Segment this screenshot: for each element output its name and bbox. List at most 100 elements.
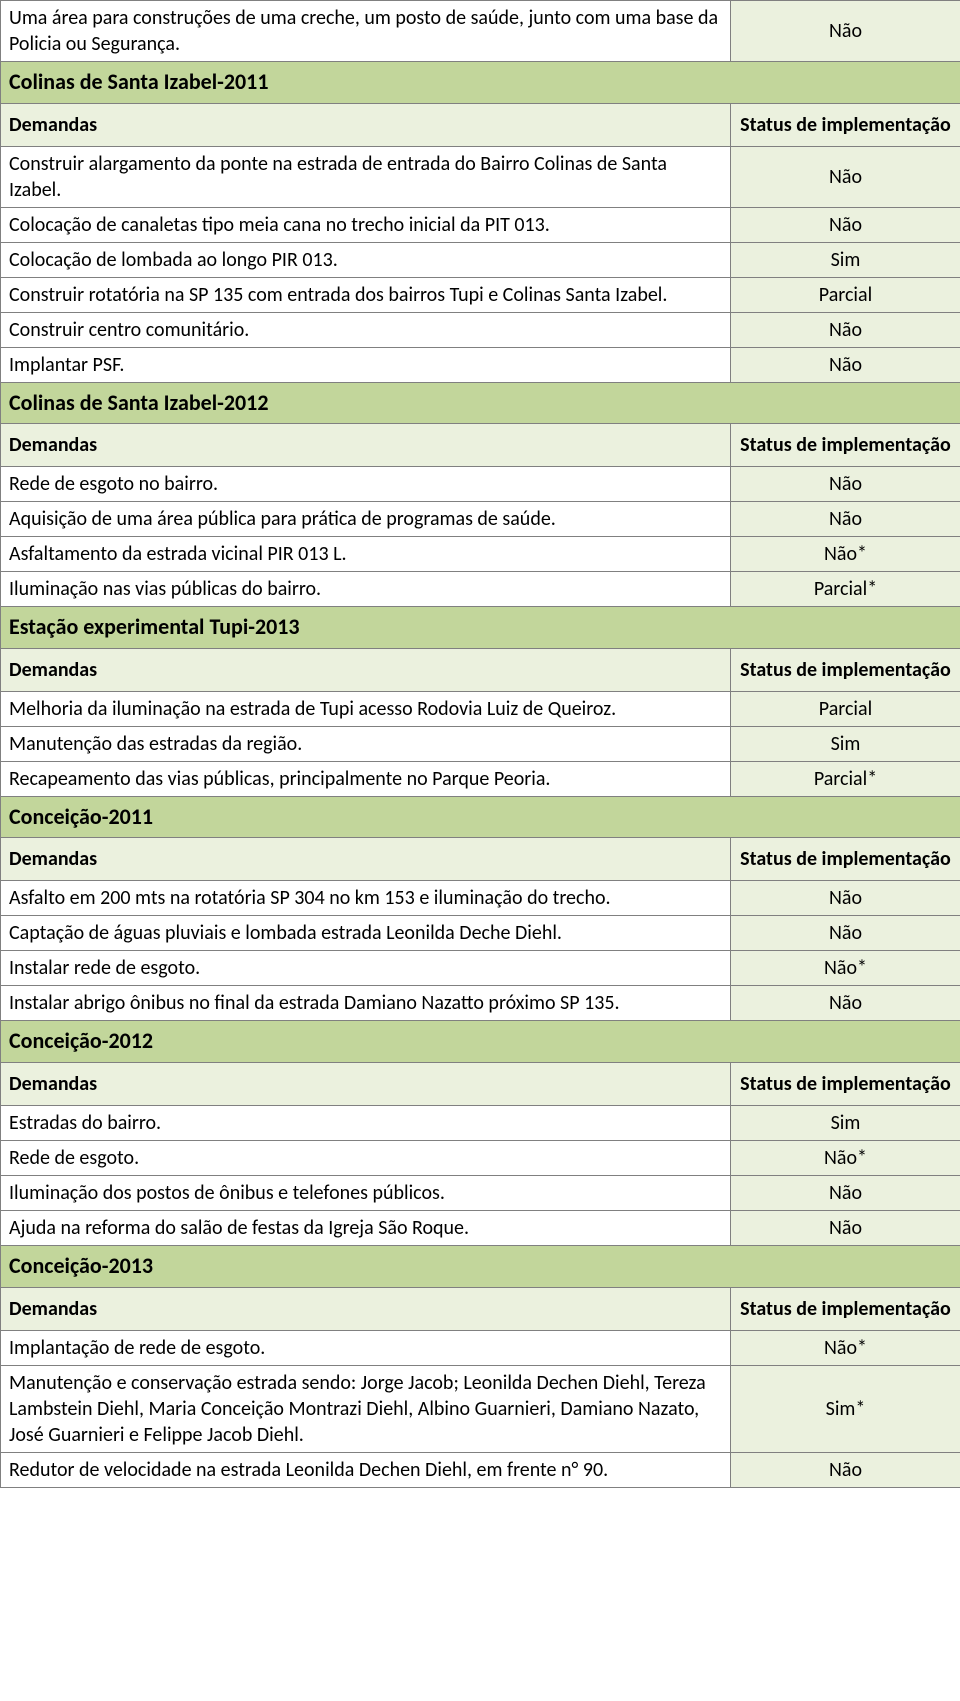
demandas-label: Demandas [1, 103, 731, 146]
demand-text: Rede de esgoto no bairro. [1, 467, 731, 502]
section-header: Conceição-2012 [1, 1021, 960, 1063]
table-row: Implantação de rede de esgoto.Não* [1, 1330, 960, 1365]
demand-text: Recapeamento das vias públicas, principa… [1, 761, 731, 796]
demand-text: Implantar PSF. [1, 347, 731, 382]
demand-text: Asfaltamento da estrada vicinal PIR 013 … [1, 537, 731, 572]
demand-text: Rede de esgoto. [1, 1140, 731, 1175]
table-row: Construir rotatória na SP 135 com entrad… [1, 277, 960, 312]
demands-table: Uma área para construções de uma creche,… [0, 0, 960, 1488]
section-title: Colinas de Santa Izabel-2011 [1, 62, 960, 104]
section-header: Colinas de Santa Izabel-2011 [1, 62, 960, 104]
table-row: Instalar abrigo ônibus no final da estra… [1, 986, 960, 1021]
table-row: Colocação de lombada ao longo PIR 013.Si… [1, 242, 960, 277]
table-row: Asfalto em 200 mts na rotatória SP 304 n… [1, 881, 960, 916]
demand-text: Estradas do bairro. [1, 1105, 731, 1140]
subheader-row: DemandasStatus de implementação [1, 103, 960, 146]
status-label: Status de implementação [731, 648, 960, 691]
demandas-label: Demandas [1, 1287, 731, 1330]
demand-text: Construir centro comunitário. [1, 312, 731, 347]
status-label: Status de implementação [731, 1287, 960, 1330]
table-row: Asfaltamento da estrada vicinal PIR 013 … [1, 537, 960, 572]
subheader-row: DemandasStatus de implementação [1, 648, 960, 691]
section-header: Colinas de Santa Izabel-2012 [1, 382, 960, 424]
status-value: Não* [731, 951, 960, 986]
status-value: Não [731, 881, 960, 916]
demand-text: Uma área para construções de uma creche,… [1, 1, 731, 62]
demand-text: Manutenção e conservação estrada sendo: … [1, 1365, 731, 1452]
demandas-label: Demandas [1, 424, 731, 467]
table-row: Melhoria da iluminação na estrada de Tup… [1, 691, 960, 726]
demand-text: Melhoria da iluminação na estrada de Tup… [1, 691, 731, 726]
table-row: Recapeamento das vias públicas, principa… [1, 761, 960, 796]
status-value: Não [731, 146, 960, 207]
table-row: Iluminação dos postos de ônibus e telefo… [1, 1175, 960, 1210]
status-value: Sim* [731, 1365, 960, 1452]
demand-text: Colocação de canaletas tipo meia cana no… [1, 207, 731, 242]
demandas-label: Demandas [1, 838, 731, 881]
section-header: Estação experimental Tupi-2013 [1, 607, 960, 649]
table-row: Rede de esgoto no bairro.Não [1, 467, 960, 502]
status-label: Status de implementação [731, 424, 960, 467]
section-title: Conceição-2011 [1, 796, 960, 838]
table-row: Colocação de canaletas tipo meia cana no… [1, 207, 960, 242]
status-value: Não* [731, 537, 960, 572]
demandas-label: Demandas [1, 648, 731, 691]
section-title: Conceição-2013 [1, 1245, 960, 1287]
status-label: Status de implementação [731, 1062, 960, 1105]
demand-text: Iluminação dos postos de ônibus e telefo… [1, 1175, 731, 1210]
table-row: Construir alargamento da ponte na estrad… [1, 146, 960, 207]
table-row: Iluminação nas vias públicas do bairro.P… [1, 572, 960, 607]
subheader-row: DemandasStatus de implementação [1, 1062, 960, 1105]
demand-text: Instalar abrigo ônibus no final da estra… [1, 986, 731, 1021]
demand-text: Redutor de velocidade na estrada Leonild… [1, 1452, 731, 1487]
status-value: Não [731, 1210, 960, 1245]
status-value: Não [731, 347, 960, 382]
demand-text: Asfalto em 200 mts na rotatória SP 304 n… [1, 881, 731, 916]
status-value: Não [731, 1175, 960, 1210]
demandas-label: Demandas [1, 1062, 731, 1105]
section-header: Conceição-2013 [1, 1245, 960, 1287]
section-title: Estação experimental Tupi-2013 [1, 607, 960, 649]
demand-text: Construir alargamento da ponte na estrad… [1, 146, 731, 207]
demand-text: Aquisição de uma área pública para práti… [1, 502, 731, 537]
status-value: Não [731, 916, 960, 951]
status-label: Status de implementação [731, 838, 960, 881]
demand-text: Colocação de lombada ao longo PIR 013. [1, 242, 731, 277]
demand-text: Instalar rede de esgoto. [1, 951, 731, 986]
table-row: Implantar PSF.Não [1, 347, 960, 382]
status-value: Parcial* [731, 572, 960, 607]
status-value: Não* [731, 1140, 960, 1175]
status-value: Sim [731, 726, 960, 761]
status-value: Parcial* [731, 761, 960, 796]
status-value: Não* [731, 1330, 960, 1365]
section-header: Conceição-2011 [1, 796, 960, 838]
status-value: Parcial [731, 277, 960, 312]
status-value: Não [731, 502, 960, 537]
demand-text: Construir rotatória na SP 135 com entrad… [1, 277, 731, 312]
table-row: Manutenção e conservação estrada sendo: … [1, 1365, 960, 1452]
status-value: Sim [731, 1105, 960, 1140]
table-row: Ajuda na reforma do salão de festas da I… [1, 1210, 960, 1245]
status-label: Status de implementação [731, 103, 960, 146]
table-row: Instalar rede de esgoto.Não* [1, 951, 960, 986]
demand-text: Manutenção das estradas da região. [1, 726, 731, 761]
status-value: Parcial [731, 691, 960, 726]
table-row: Aquisição de uma área pública para práti… [1, 502, 960, 537]
demand-text: Iluminação nas vias públicas do bairro. [1, 572, 731, 607]
section-title: Conceição-2012 [1, 1021, 960, 1063]
lead-row: Uma área para construções de uma creche,… [1, 1, 960, 62]
demand-text: Implantação de rede de esgoto. [1, 1330, 731, 1365]
table-row: Redutor de velocidade na estrada Leonild… [1, 1452, 960, 1487]
status-value: Não [731, 1, 960, 62]
subheader-row: DemandasStatus de implementação [1, 838, 960, 881]
demand-text: Captação de águas pluviais e lombada est… [1, 916, 731, 951]
subheader-row: DemandasStatus de implementação [1, 424, 960, 467]
status-value: Não [731, 207, 960, 242]
status-value: Não [731, 467, 960, 502]
table-row: Manutenção das estradas da região.Sim [1, 726, 960, 761]
status-value: Sim [731, 242, 960, 277]
subheader-row: DemandasStatus de implementação [1, 1287, 960, 1330]
status-value: Não [731, 986, 960, 1021]
section-title: Colinas de Santa Izabel-2012 [1, 382, 960, 424]
demand-text: Ajuda na reforma do salão de festas da I… [1, 1210, 731, 1245]
